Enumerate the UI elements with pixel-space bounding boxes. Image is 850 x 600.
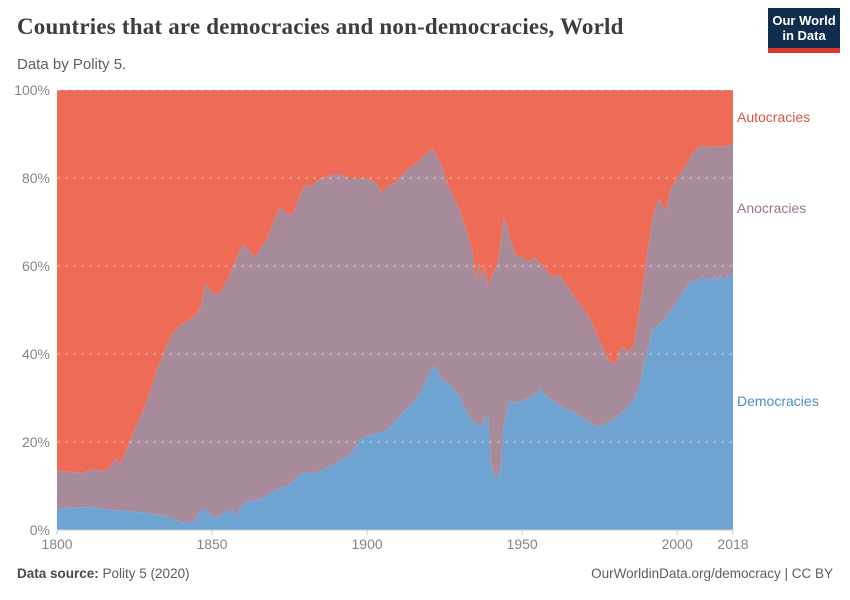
data-source-label: Data source: [17, 566, 99, 581]
area-anocracies[interactable] [57, 143, 733, 523]
y-tick-label: 20% [22, 434, 50, 450]
credit-link[interactable]: OurWorldinData.org/democracy | CC BY [591, 566, 833, 581]
x-tick-label: 2018 [717, 536, 748, 552]
y-tick-label: 60% [22, 258, 50, 274]
y-tick-label: 80% [22, 170, 50, 186]
owid-logo-line1: Our World [772, 13, 836, 28]
series-label-autocracies[interactable]: Autocracies [737, 108, 811, 125]
owid-logo-line2: in Data [782, 28, 826, 43]
area-autocracies[interactable] [57, 90, 733, 473]
data-source: Data source: Polity 5 (2020) [17, 566, 190, 581]
series-label-democracies[interactable]: Democracies [737, 393, 819, 410]
chart-footer: Data source: Polity 5 (2020) OurWorldinD… [0, 566, 850, 581]
x-tick-label: 1800 [41, 536, 72, 552]
y-tick-label: 40% [22, 346, 50, 362]
series-label-anocracies[interactable]: Anocracies [737, 200, 807, 217]
x-tick-label: 1850 [196, 536, 227, 552]
y-tick-label: 100% [14, 82, 50, 98]
data-source-value: Polity 5 (2020) [98, 566, 190, 581]
y-tick-label: 0% [30, 522, 50, 538]
area-democracies[interactable] [57, 272, 733, 530]
x-tick-label: 1950 [507, 536, 538, 552]
owid-logo[interactable]: Our World in Data [768, 8, 840, 53]
chart-subtitle: Data by Polity 5. [17, 56, 127, 73]
x-tick-label: 2000 [662, 536, 693, 552]
chart-title: Countries that are democracies and non-d… [17, 14, 624, 39]
x-tick-label: 1900 [352, 536, 383, 552]
